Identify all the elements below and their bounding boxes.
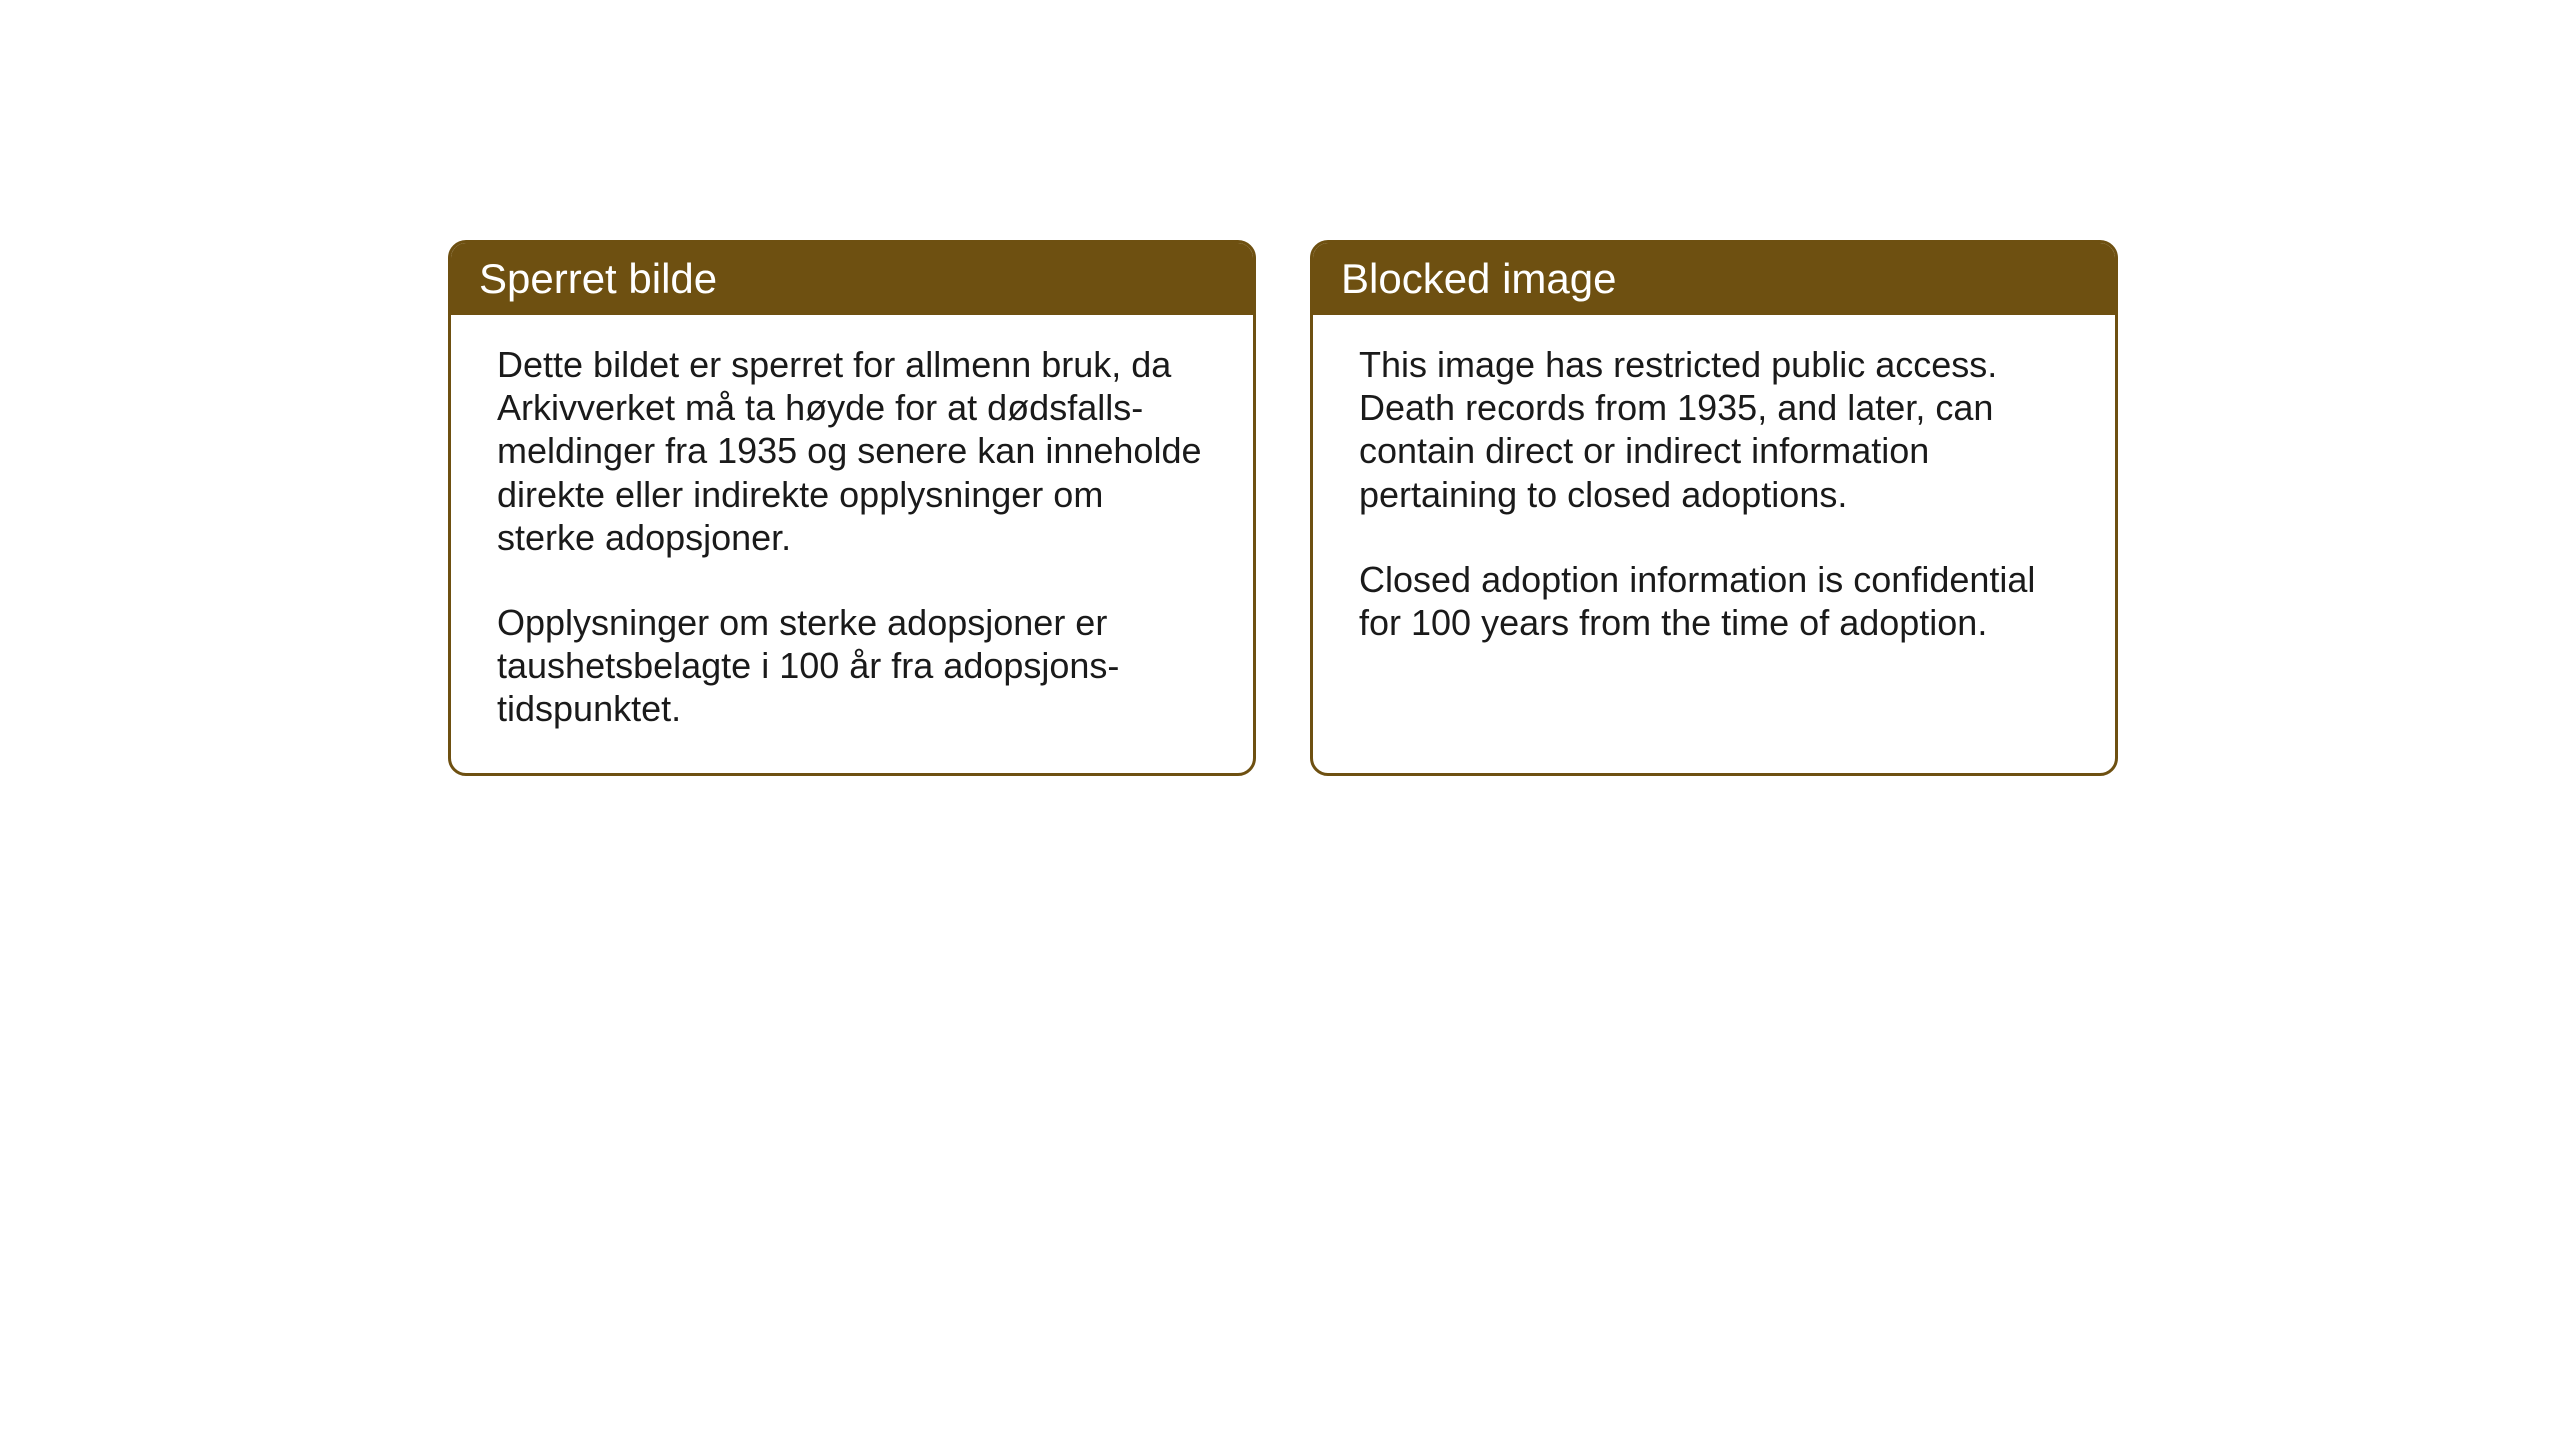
card-title-norwegian: Sperret bilde	[479, 255, 717, 302]
card-body-norwegian: Dette bildet er sperret for allmenn bruk…	[451, 315, 1253, 773]
card-header-norwegian: Sperret bilde	[451, 243, 1253, 315]
card-norwegian: Sperret bilde Dette bildet er sperret fo…	[448, 240, 1256, 776]
card-header-english: Blocked image	[1313, 243, 2115, 315]
paragraph-2-norwegian: Opplysninger om sterke adopsjoner er tau…	[497, 601, 1207, 731]
cards-container: Sperret bilde Dette bildet er sperret fo…	[448, 240, 2118, 776]
card-english: Blocked image This image has restricted …	[1310, 240, 2118, 776]
card-title-english: Blocked image	[1341, 255, 1616, 302]
paragraph-2-english: Closed adoption information is confident…	[1359, 558, 2069, 644]
paragraph-1-norwegian: Dette bildet er sperret for allmenn bruk…	[497, 343, 1207, 559]
card-body-english: This image has restricted public access.…	[1313, 315, 2115, 686]
paragraph-1-english: This image has restricted public access.…	[1359, 343, 2069, 516]
